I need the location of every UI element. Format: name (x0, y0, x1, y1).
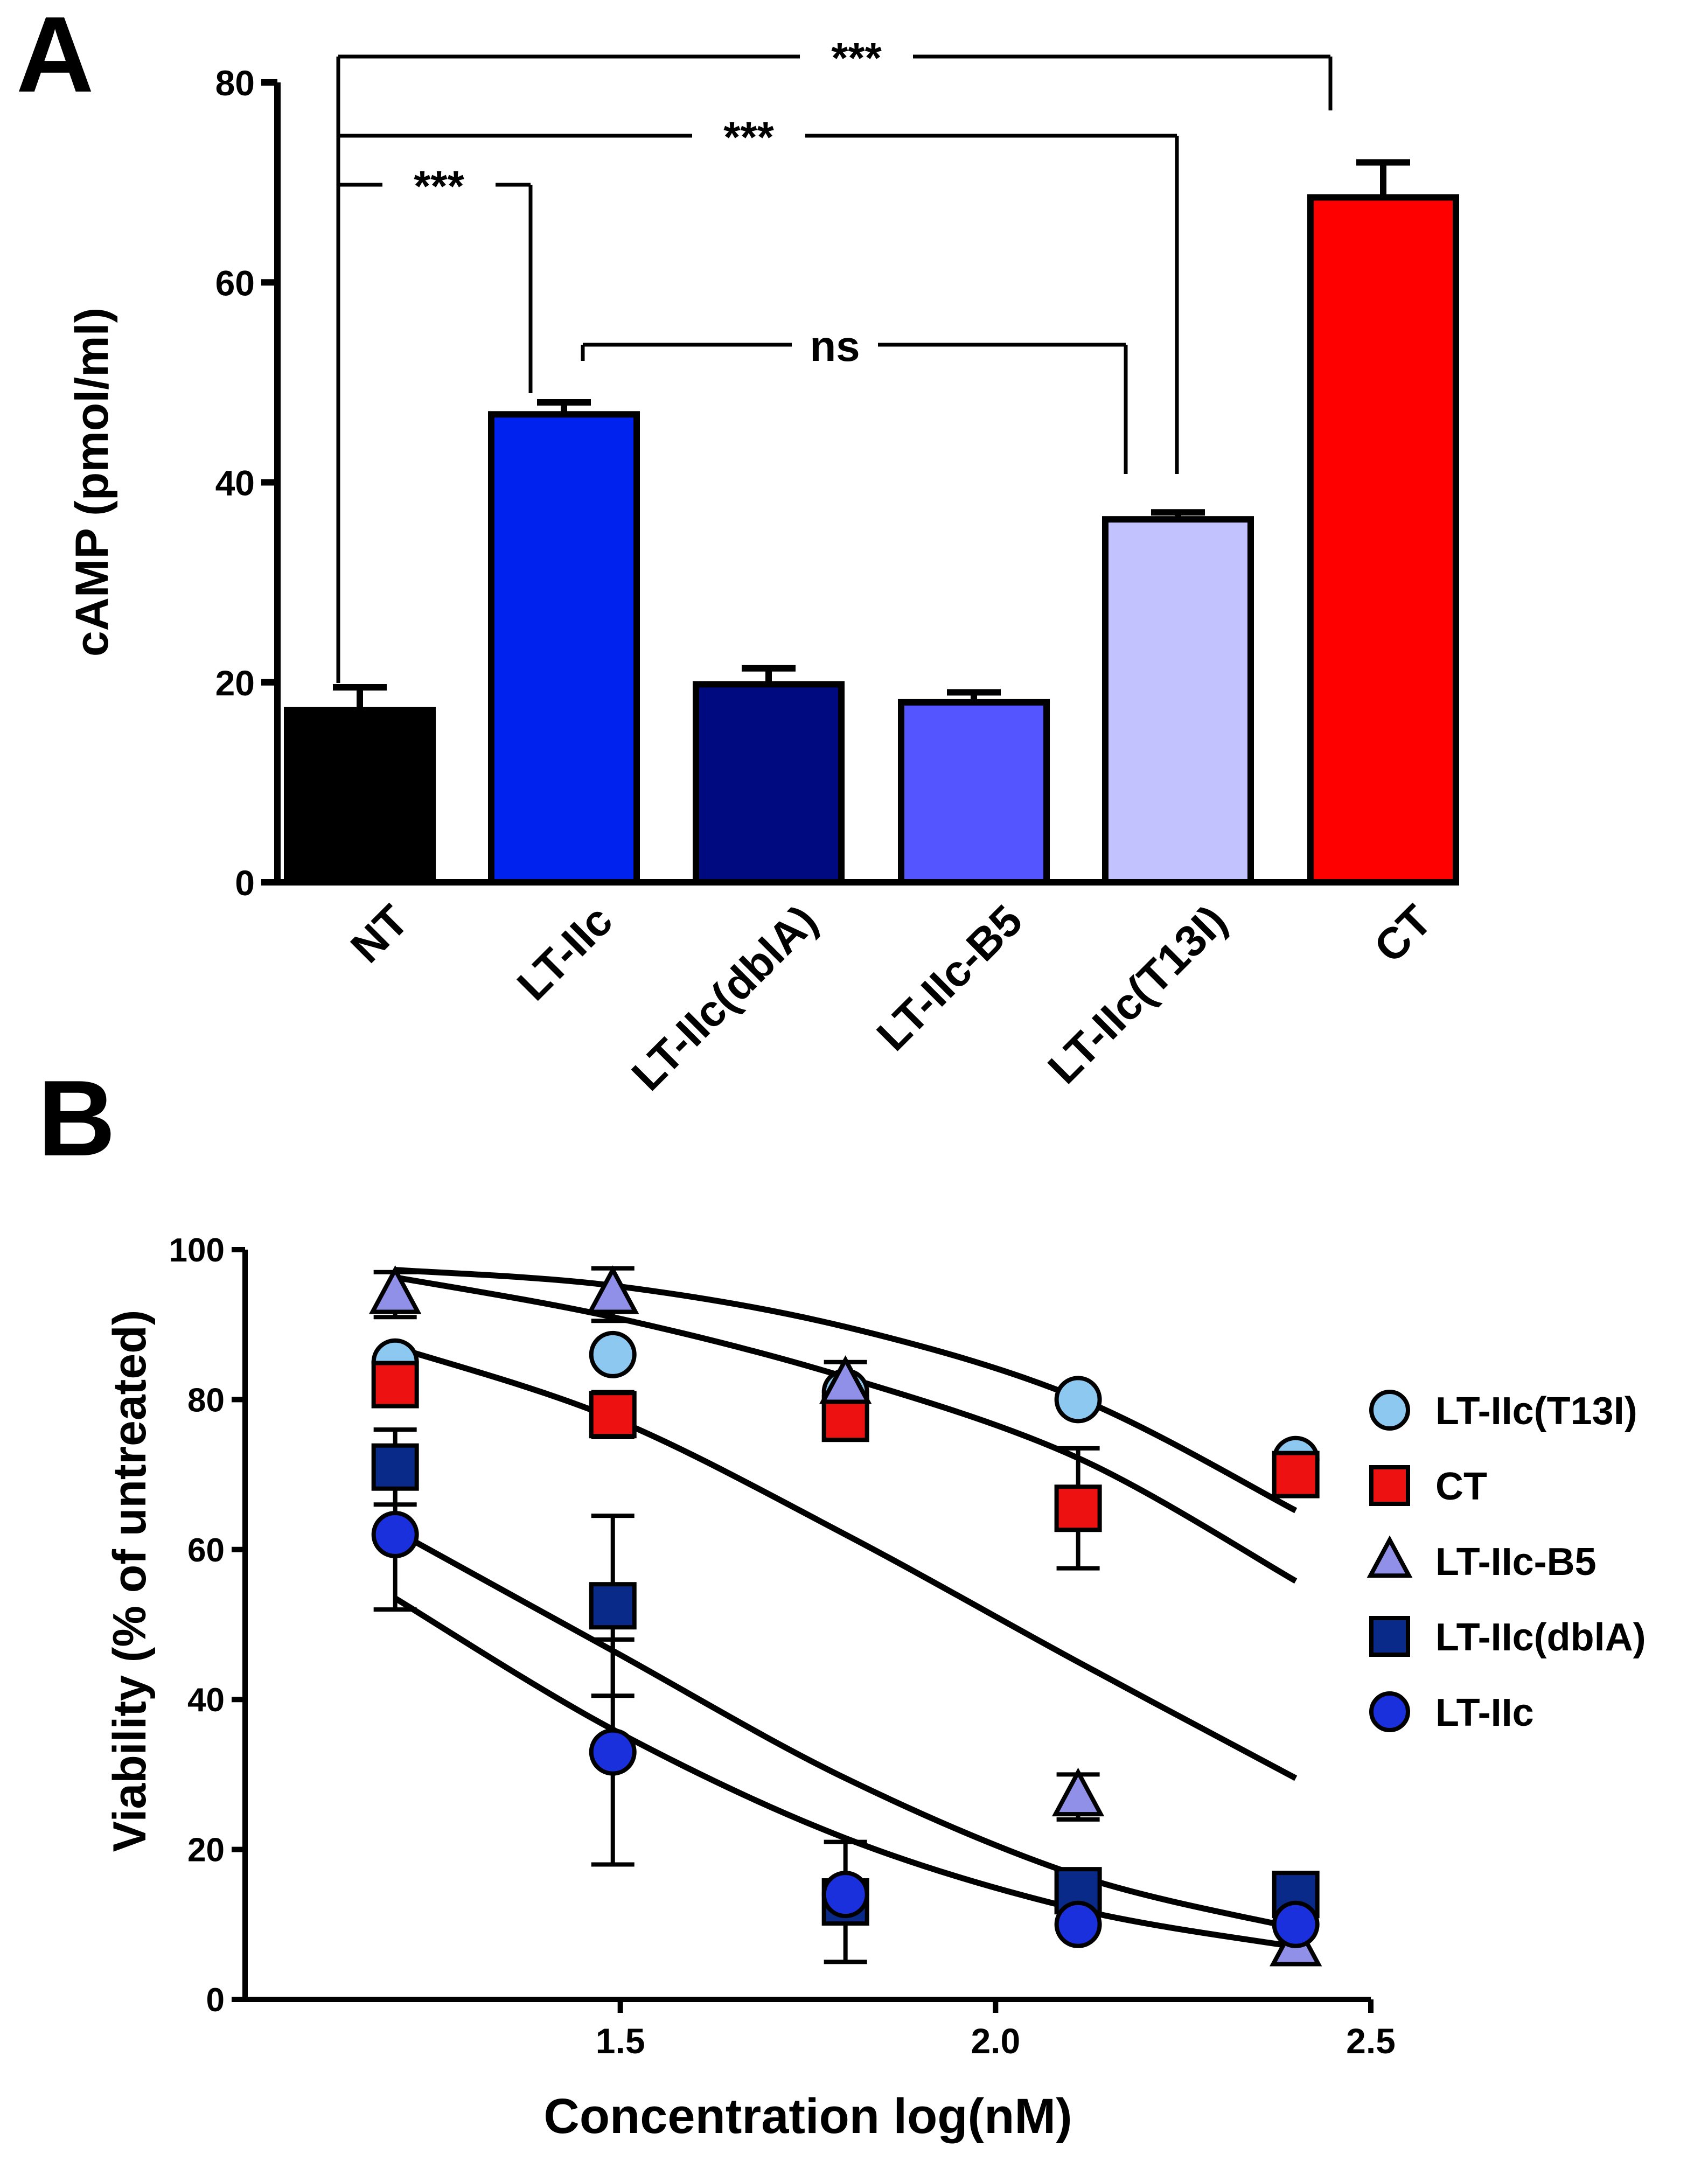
y-axis-label-a: cAMP (pmol/ml) (66, 308, 118, 657)
y-axis-label-b: Viability (% of untreated) (104, 1310, 156, 1852)
x-tick-label-lt-iic-dbla: LT-IIc(dblA) (623, 896, 827, 1100)
fit-curve-lt-iic (393, 1595, 1296, 1950)
point-lt-iic-b5-1 (587, 1265, 639, 1314)
x-tick-label-lt-iic-t13i: LT-IIc(T13I) (1039, 896, 1236, 1093)
legend-marker-lt-iic-b5 (1367, 1535, 1413, 1578)
point-lt-iic-t13i-3 (1054, 1376, 1102, 1424)
sig-label-3: ns (810, 322, 860, 370)
legend-label-ct: CT (1435, 1465, 1487, 1508)
y-tick-label-b-0: 0 (206, 1982, 225, 2019)
y-tick-label-80: 80 (215, 63, 255, 103)
x-tick-label-lt-iic-b5: LT-IIc-B5 (868, 896, 1032, 1060)
error-bars (333, 159, 1410, 710)
x-tick-label-lt-iic: LT-IIc (508, 896, 622, 1009)
point-lt-iic-t13i-1 (589, 1330, 637, 1378)
legend-label-lt-iic: LT-IIc (1435, 1691, 1534, 1734)
point-lt-iic-2 (821, 1871, 869, 1919)
y-tick-label-0: 0 (235, 863, 255, 903)
x-tick-label-ct: CT (1365, 896, 1441, 972)
point-ct-4 (1272, 1451, 1320, 1498)
legend-label-lt-iic-t13i: LT-IIc(T13I) (1435, 1390, 1637, 1433)
point-ct-0 (371, 1361, 419, 1409)
panel-b-scatter-chart: 0 20 40 60 80 100 1.5 2.0 2.5 Concentration log… (104, 1232, 1646, 2144)
data-points (368, 1265, 1322, 1967)
legend-label-lt-iic-b5: LT-IIc-B5 (1435, 1540, 1597, 1584)
y-tick-label-b-60: 60 (187, 1532, 225, 1569)
sig-label-0: *** (831, 34, 882, 82)
point-lt-iic-3 (1054, 1900, 1102, 1948)
y-ticks-a: 0 20 40 60 80 (215, 63, 277, 903)
y-tick-label-20: 20 (215, 663, 255, 703)
legend-marker-lt-iic-t13i (1369, 1390, 1410, 1431)
bar-lt-iic-t13i (1102, 516, 1254, 886)
point-lt-iic-1 (589, 1728, 637, 1776)
point-lt-iic-dbla-0 (371, 1443, 419, 1491)
bar-nt (284, 707, 436, 886)
bar-lt-iic-b5 (898, 699, 1050, 886)
y-tick-label-b-40: 40 (187, 1682, 225, 1719)
significance-brackets: *** *** *** ns (336, 34, 1333, 683)
legend-label-lt-iic-dbla: LT-IIc(dblA) (1435, 1616, 1646, 1659)
legend: LT-IIc(T13I) CT LT-IIc-B5 LT-IIc(dblA) LT-II… (1367, 1390, 1646, 1734)
bar-lt-iic-dbla (693, 681, 845, 886)
y-tick-label-b-100: 100 (169, 1232, 225, 1269)
fit-curve-lt-iic-dbla (394, 1528, 1296, 1932)
panel-b-label: B (38, 1058, 115, 1179)
bar-ct (1307, 194, 1459, 886)
y-tick-label-b-20: 20 (187, 1832, 225, 1869)
panel-a-bar-chart: *** *** *** ns 0 20 40 60 80 NT LT-IIc LT-IIc(dbl… (66, 34, 1459, 1100)
x-tick-label-b-2.0: 2.0 (971, 2021, 1020, 2061)
legend-marker-lt-iic (1369, 1691, 1410, 1732)
x-tick-label-nt: NT (341, 896, 418, 972)
x-tick-labels-a: NT LT-IIc LT-IIc(dblA) LT-IIc-B5 LT-IIc(T13I… (341, 896, 1441, 1100)
sig-label-2: *** (414, 162, 464, 210)
point-ct-1 (589, 1391, 637, 1439)
y-ticks-b: 0 20 40 60 80 100 (169, 1232, 245, 2019)
x-ticks-b: 1.5 2.0 2.5 (596, 1999, 1396, 2061)
point-lt-iic-b5-3 (1051, 1767, 1105, 1817)
y-tick-label-b-80: 80 (187, 1382, 225, 1419)
point-lt-iic-b5-0 (368, 1265, 422, 1314)
fit-curve-lt-iic-t13i (395, 1267, 1298, 1514)
point-lt-iic-b5-2 (819, 1355, 872, 1404)
point-lt-iic-4 (1272, 1900, 1320, 1948)
y-tick-label-60: 60 (215, 263, 255, 303)
x-axis-label-b: Concentration log(nM) (543, 2089, 1072, 2144)
point-lt-iic-dbla-1 (589, 1582, 637, 1630)
panel-a-label: A (16, 0, 94, 115)
legend-marker-ct (1369, 1465, 1410, 1506)
x-tick-label-b-2.5: 2.5 (1346, 2021, 1396, 2061)
x-tick-label-b-1.5: 1.5 (596, 2021, 645, 2061)
bar-lt-iic (488, 411, 640, 886)
point-ct-3 (1054, 1484, 1102, 1532)
point-lt-iic-0 (371, 1510, 419, 1558)
fit-curves (393, 1267, 1298, 1950)
sig-label-1: *** (723, 113, 774, 161)
bars (284, 194, 1459, 886)
legend-marker-lt-iic-dbla (1369, 1616, 1410, 1657)
fit-curve-lt-iic-b5 (394, 1344, 1298, 1781)
y-tick-label-40: 40 (215, 463, 255, 503)
